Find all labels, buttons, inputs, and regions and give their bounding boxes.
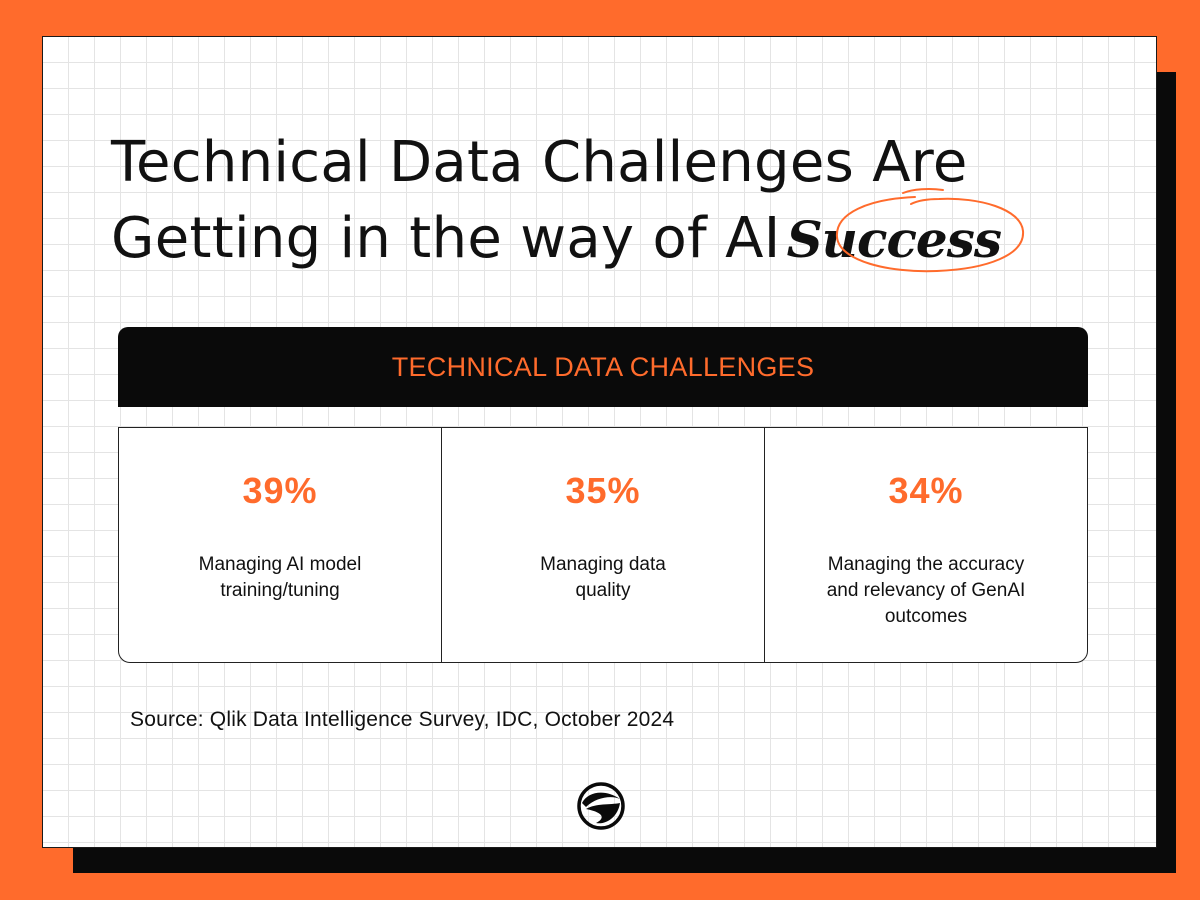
stat-label-line: Managing data bbox=[540, 554, 666, 575]
stat-label: Managing the accuracy and relevancy of G… bbox=[806, 552, 1046, 630]
stat-value: 39% bbox=[242, 470, 318, 511]
headline-line-2-prefix: Getting in the way of AI bbox=[111, 206, 781, 271]
stat-value: 34% bbox=[888, 470, 964, 511]
stats-table: 39% Managing AI model training/tuning 35… bbox=[118, 427, 1088, 663]
stat-label: Managing data quality bbox=[483, 552, 723, 604]
headline-accent-word: Success bbox=[786, 210, 1002, 269]
stat-label-line: outcomes bbox=[884, 606, 968, 627]
logo-ring bbox=[577, 782, 625, 830]
stat-label-line: Managing AI model bbox=[198, 554, 362, 575]
source-citation: Source: Qlik Data Intelligence Survey, I… bbox=[130, 708, 675, 731]
stat-label-line: and relevancy of GenAI bbox=[826, 580, 1026, 601]
logo-swoosh-bottom bbox=[586, 803, 620, 824]
stat-cell-2: 35% Managing data quality bbox=[441, 428, 764, 662]
stat-label: Managing AI model training/tuning bbox=[160, 552, 400, 604]
stat-label-line: training/tuning bbox=[220, 580, 340, 601]
brand-logo-icon bbox=[577, 782, 625, 830]
headline-line-1: Technical Data Challenges Are bbox=[111, 130, 968, 195]
headline-line-2: Getting in the way of AI Success bbox=[111, 201, 1007, 278]
stat-cell-1: 39% Managing AI model training/tuning bbox=[119, 428, 441, 662]
infographic-card: Technical Data Challenges Are Getting in… bbox=[42, 36, 1157, 848]
stat-label-line: Managing the accuracy bbox=[827, 554, 1025, 575]
stat-label-line: quality bbox=[575, 580, 631, 601]
stat-cell-3: 34% Managing the accuracy and relevancy … bbox=[764, 428, 1087, 662]
headline: Technical Data Challenges Are Getting in… bbox=[111, 125, 1007, 278]
table-header: TECHNICAL DATA CHALLENGES bbox=[118, 327, 1088, 407]
logo-swoosh-top bbox=[582, 792, 620, 807]
stat-value: 35% bbox=[565, 470, 641, 511]
